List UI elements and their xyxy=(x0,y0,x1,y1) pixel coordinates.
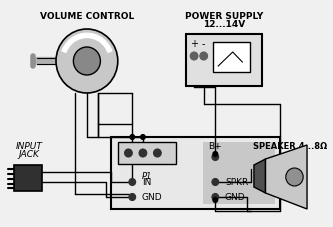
Text: INPUT: INPUT xyxy=(16,141,42,150)
Circle shape xyxy=(139,149,147,157)
Bar xyxy=(213,43,250,73)
Circle shape xyxy=(212,179,219,186)
Bar xyxy=(203,142,275,204)
Text: POWER SUPPLY: POWER SUPPLY xyxy=(185,12,263,21)
Circle shape xyxy=(212,154,219,161)
Circle shape xyxy=(56,30,118,94)
Circle shape xyxy=(200,53,207,61)
Text: GND: GND xyxy=(142,193,163,202)
Circle shape xyxy=(286,168,303,186)
Circle shape xyxy=(154,149,161,157)
Text: IN: IN xyxy=(142,178,151,187)
Text: 12...14V: 12...14V xyxy=(203,20,245,29)
Bar xyxy=(111,137,280,209)
Polygon shape xyxy=(254,159,265,193)
Text: P1: P1 xyxy=(142,171,152,180)
Text: GND: GND xyxy=(225,193,245,202)
Text: SPEAKER 4...8Ω: SPEAKER 4...8Ω xyxy=(253,141,327,150)
Circle shape xyxy=(129,194,136,201)
Bar xyxy=(14,165,42,191)
Circle shape xyxy=(213,152,218,157)
Bar xyxy=(186,35,262,87)
Text: JACK: JACK xyxy=(19,149,39,158)
Bar xyxy=(118,142,176,164)
Circle shape xyxy=(213,198,218,203)
Text: SPKR: SPKR xyxy=(225,178,248,187)
Text: +: + xyxy=(190,39,198,49)
Circle shape xyxy=(125,149,132,157)
Circle shape xyxy=(190,53,198,61)
Text: -: - xyxy=(202,39,205,49)
Polygon shape xyxy=(265,145,307,209)
Circle shape xyxy=(141,135,145,140)
Circle shape xyxy=(129,179,136,186)
Text: B+: B+ xyxy=(208,141,222,150)
Circle shape xyxy=(130,135,135,140)
Circle shape xyxy=(73,48,101,76)
Circle shape xyxy=(212,194,219,201)
Text: VOLUME CONTROL: VOLUME CONTROL xyxy=(40,12,134,21)
